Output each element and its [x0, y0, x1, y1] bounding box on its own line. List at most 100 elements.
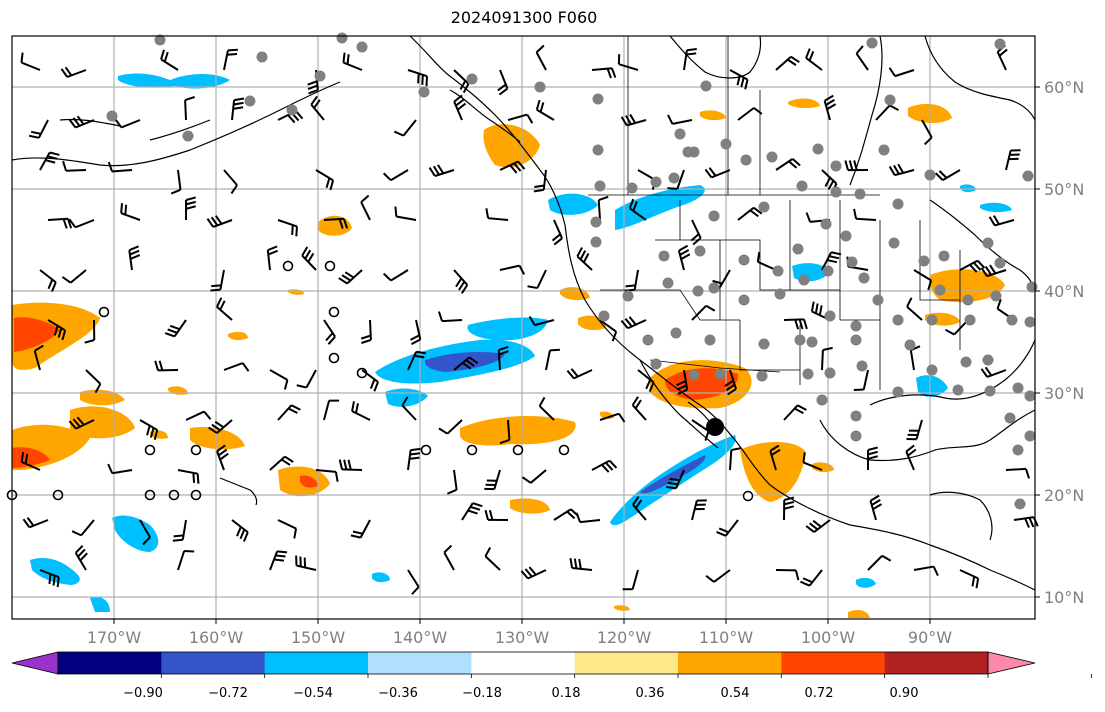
wind-barb	[499, 264, 526, 275]
station-dot	[1014, 498, 1026, 510]
colorbar-segment	[884, 652, 989, 674]
wind-barb	[216, 444, 229, 471]
wind-barb	[315, 169, 335, 191]
colorbar-outline	[57, 651, 989, 675]
wind-barb	[821, 346, 833, 371]
wind-barb	[591, 459, 618, 473]
wind-barb	[988, 215, 1015, 227]
station-dot	[740, 154, 752, 166]
lat-label: 60°N	[1044, 78, 1084, 97]
calm-circle	[144, 444, 156, 456]
wind-barb	[497, 345, 509, 371]
wind-barb	[499, 160, 526, 174]
wind-barb	[599, 319, 618, 342]
station-dot	[816, 394, 828, 406]
station-dot	[758, 338, 770, 350]
wind-barb	[323, 217, 349, 229]
wind-barbs	[20, 44, 1039, 595]
calm-circle	[328, 306, 340, 318]
wind-barb	[74, 544, 88, 571]
station-dot	[806, 336, 818, 348]
wind-barb	[691, 304, 716, 321]
station-dot	[708, 282, 720, 294]
wind-barb	[631, 396, 647, 421]
wind-barb	[206, 215, 233, 228]
wind-barb	[383, 269, 409, 282]
station-dot	[336, 32, 348, 44]
station-dot	[738, 294, 750, 306]
wind-barb	[620, 316, 647, 330]
station-dot	[244, 95, 256, 107]
calm-circle	[324, 260, 336, 272]
station-dot	[858, 272, 870, 284]
station-dot	[154, 34, 166, 46]
wind-barb	[637, 369, 655, 393]
wind-barb	[853, 208, 877, 221]
wind-barb	[114, 118, 141, 129]
wind-barb	[360, 194, 371, 221]
station-dot	[820, 218, 832, 230]
station-dot	[720, 138, 732, 150]
wind-barb	[628, 198, 647, 221]
colorbar-tick-label: −0.18	[462, 686, 502, 701]
wind-barb	[597, 195, 609, 221]
wind-barb	[47, 217, 73, 229]
station-dot	[590, 216, 602, 228]
station-dot	[934, 284, 946, 296]
colorbar-tick-label: −0.36	[378, 686, 418, 701]
wind-barb	[538, 396, 555, 421]
wind-barb	[676, 369, 689, 395]
station-dot	[704, 334, 716, 346]
wind-barb	[185, 410, 212, 421]
station-dot	[714, 368, 726, 380]
station-dot	[904, 339, 916, 351]
wind-barb	[875, 104, 899, 121]
station-dot	[840, 230, 852, 242]
station-dot	[694, 245, 706, 257]
wind-barb	[266, 245, 278, 271]
wind-barb	[208, 419, 233, 434]
wind-barb	[410, 319, 422, 346]
wind-barb	[120, 203, 141, 221]
wind-barb	[223, 169, 238, 194]
station-dot	[850, 334, 862, 346]
lon-label: 130°W	[495, 628, 550, 647]
wind-barb	[231, 519, 249, 542]
station-dot	[888, 237, 900, 249]
station-dot	[918, 255, 930, 267]
colorbar-segment	[471, 652, 576, 674]
wind-barb	[453, 269, 469, 294]
station-dot	[662, 277, 674, 289]
station-dot	[994, 38, 1006, 50]
calm-circle	[558, 444, 570, 456]
wind-barb	[485, 208, 509, 221]
wind-barb	[667, 169, 685, 190]
station-dot	[592, 93, 604, 105]
wind-barb	[624, 269, 639, 292]
wind-barb	[382, 169, 409, 182]
wind-barb	[690, 219, 702, 246]
wind-barb	[20, 451, 41, 471]
wind-barb	[360, 319, 372, 344]
station-dot	[824, 310, 836, 322]
boundaries	[588, 36, 961, 390]
wind-barb	[223, 48, 238, 71]
colorbar-segment	[58, 652, 162, 674]
station-dot	[766, 151, 778, 163]
lat-label: 10°N	[1044, 588, 1084, 607]
colorbar-segment	[368, 652, 472, 674]
station-dot	[592, 144, 604, 156]
wind-barb	[223, 362, 250, 372]
wind-barb	[394, 206, 417, 221]
wind-barb	[39, 569, 60, 588]
station-dot	[792, 243, 804, 255]
station-dot	[952, 384, 964, 396]
station-dot	[962, 294, 974, 306]
wind-barb	[407, 569, 420, 595]
station-dot	[850, 410, 862, 422]
wind-barb	[22, 517, 49, 529]
colorbar-segment	[161, 652, 266, 674]
wind-barb	[683, 48, 697, 71]
colorbar-tick-label: 0.90	[890, 686, 919, 701]
